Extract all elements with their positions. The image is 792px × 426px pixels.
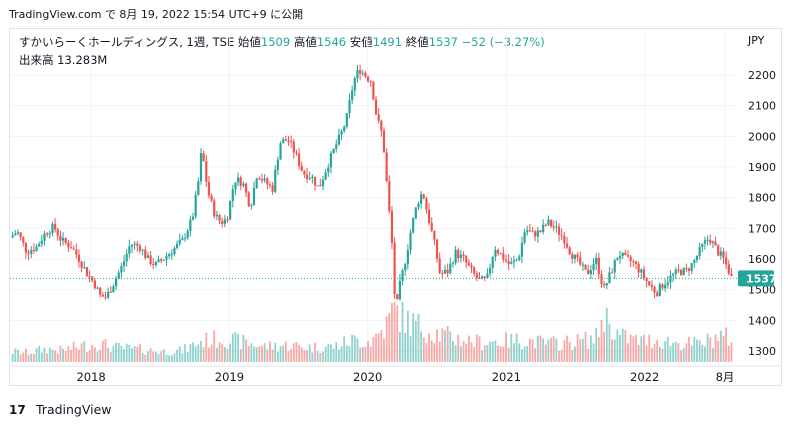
low-value: 1491 — [372, 35, 403, 49]
open-value: 1509 — [260, 35, 291, 49]
close-label: 終値 — [405, 35, 429, 49]
chart-frame — [9, 28, 782, 386]
top-bar: TradingView.com で 8月 19, 2022 15:54 UTC+… — [0, 0, 792, 26]
open-label: 始値 — [237, 35, 261, 49]
svg-text:17: 17 — [9, 403, 26, 415]
close-value: 1537 — [428, 35, 458, 49]
volume-label: 出来高 — [19, 53, 54, 67]
low-label: 安値 — [349, 35, 373, 49]
brand-label: TradingView — [36, 401, 112, 417]
publish-caption: TradingView.com で 8月 19, 2022 15:54 UTC+… — [9, 8, 304, 21]
footer: 17 TradingView — [9, 400, 112, 418]
volume-value: 13.283M — [57, 53, 108, 67]
tradingview-logo-icon: 17 — [9, 403, 26, 415]
high-value: 1546 — [316, 35, 347, 49]
ohlc-legend: すかいらーくホールディングス, 1週, TSE 始値1509 高値1546 安値… — [19, 34, 545, 50]
symbol-label: すかいらーくホールディングス, 1週, TSE — [19, 35, 235, 49]
volume-legend: 出来高 13.283M — [19, 52, 107, 68]
high-label: 高値 — [293, 35, 317, 49]
change-value: −52 (−3.27%) — [461, 35, 545, 49]
